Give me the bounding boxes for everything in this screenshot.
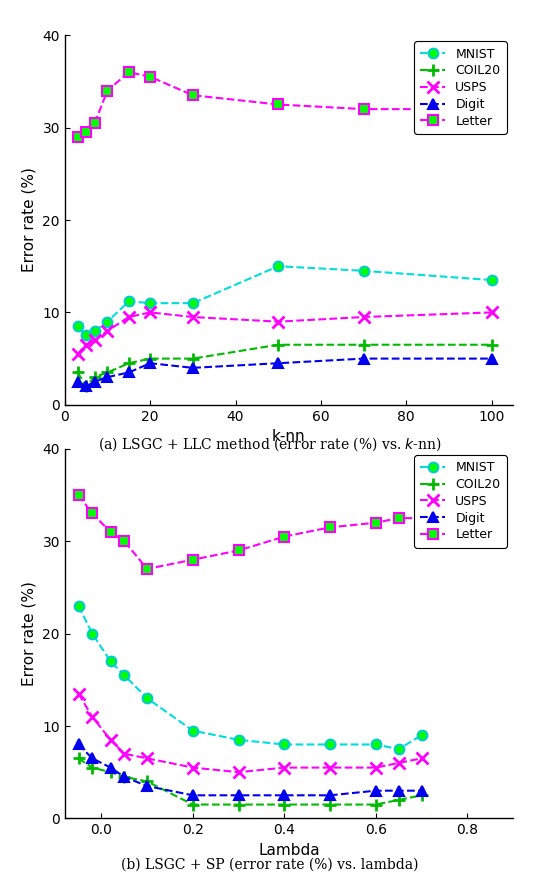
X-axis label: k-nn: k-nn — [272, 429, 306, 444]
X-axis label: Lambda: Lambda — [258, 843, 320, 858]
Text: (b) LSGC + SP (error rate (%) vs. lambda): (b) LSGC + SP (error rate (%) vs. lambda… — [122, 858, 418, 872]
Legend: MNIST, COIL20, USPS, Digit, Letter: MNIST, COIL20, USPS, Digit, Letter — [414, 41, 507, 134]
Legend: MNIST, COIL20, USPS, Digit, Letter: MNIST, COIL20, USPS, Digit, Letter — [414, 455, 507, 547]
Y-axis label: Error rate (%): Error rate (%) — [22, 167, 37, 273]
Y-axis label: Error rate (%): Error rate (%) — [22, 581, 37, 686]
Text: (a) LSGC + LLC method (error rate (%) vs. $k$-nn): (a) LSGC + LLC method (error rate (%) vs… — [98, 436, 442, 453]
